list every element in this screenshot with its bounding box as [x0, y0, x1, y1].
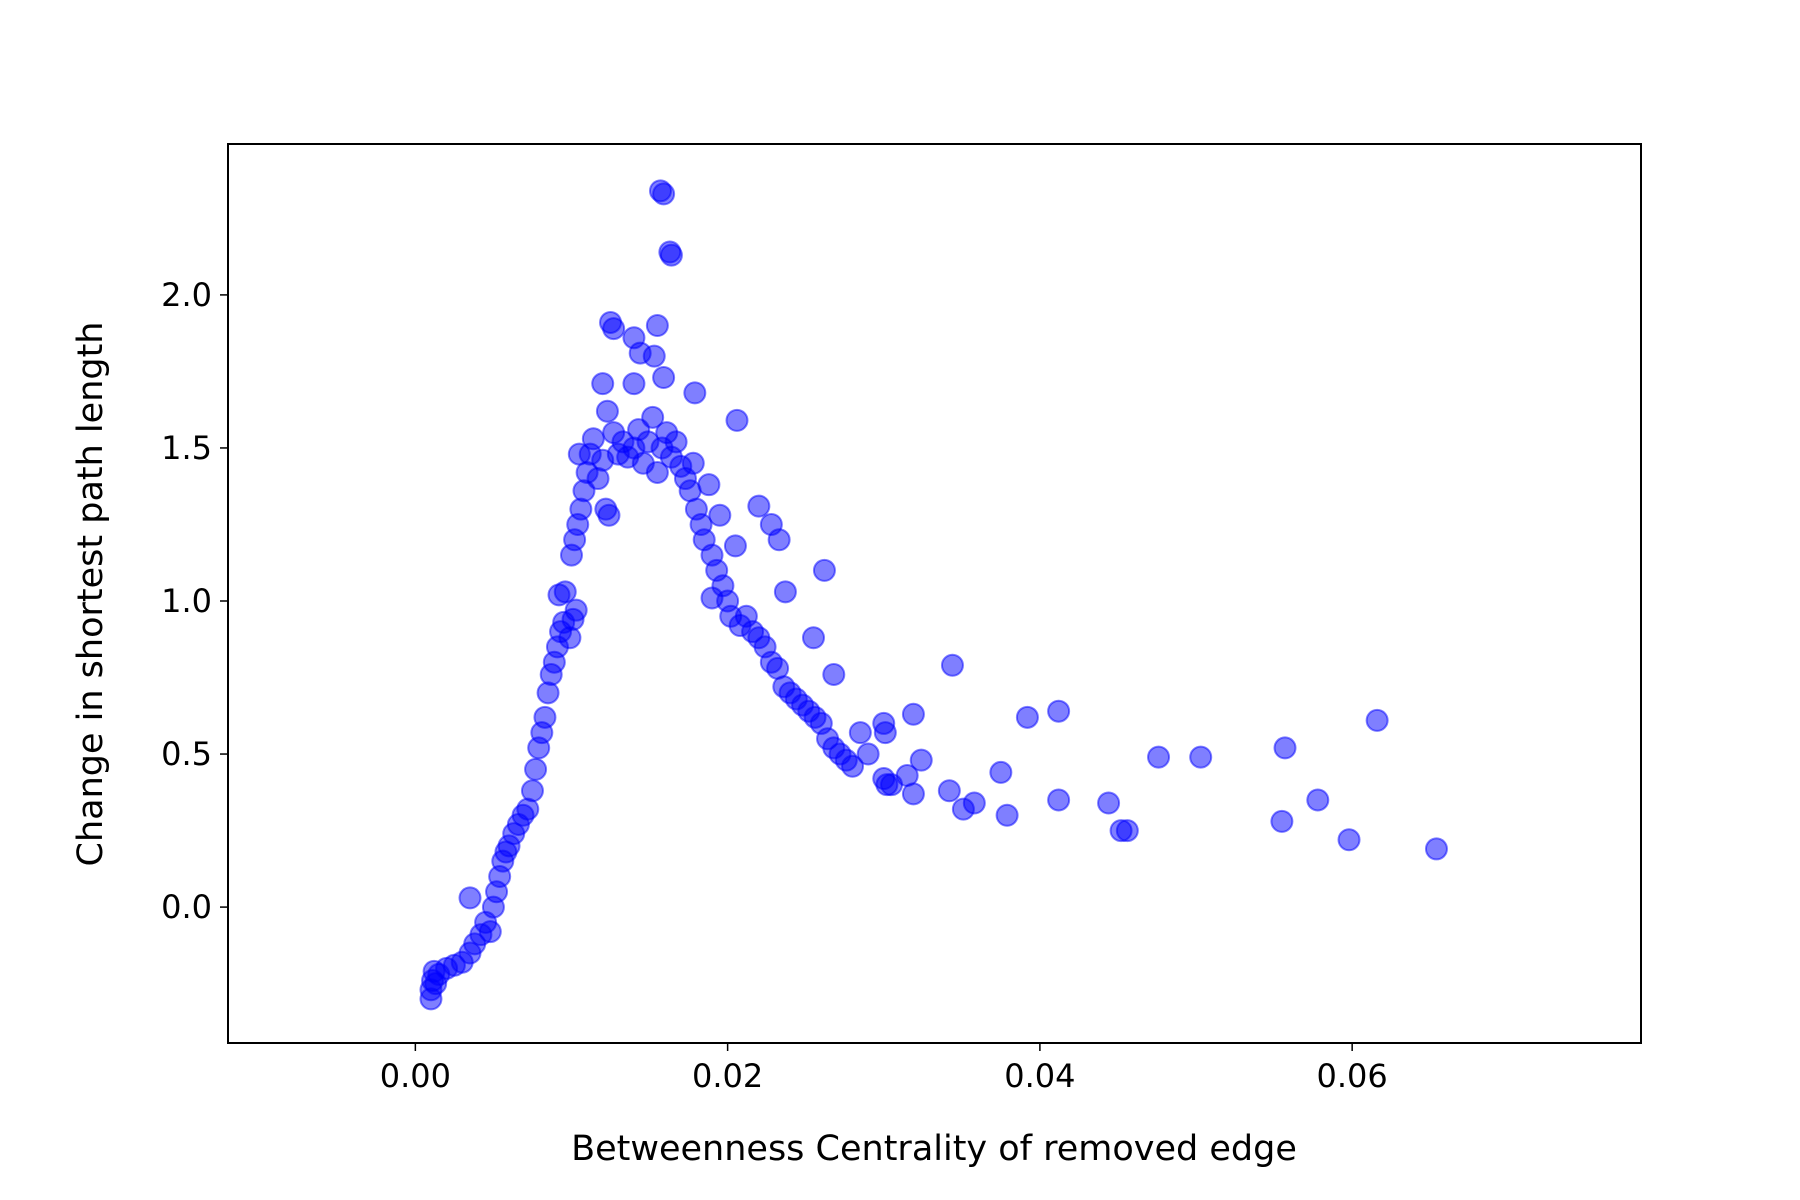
x-tick-label: 0.00	[380, 1057, 451, 1095]
y-tick-label: 2.0	[161, 276, 212, 314]
point	[1337, 828, 1361, 852]
point	[1189, 745, 1213, 769]
point	[901, 702, 925, 726]
point	[524, 757, 548, 781]
point	[1306, 788, 1330, 812]
point	[995, 803, 1019, 827]
point	[708, 503, 732, 527]
point	[533, 705, 557, 729]
point	[478, 920, 502, 944]
point	[520, 779, 544, 803]
point	[773, 580, 797, 604]
point	[697, 473, 721, 497]
y-tick-label: 0.5	[161, 735, 212, 773]
point	[622, 372, 646, 396]
point	[564, 598, 588, 622]
point	[723, 534, 747, 558]
point	[767, 528, 791, 552]
point	[1047, 788, 1071, 812]
point	[681, 451, 705, 475]
point	[581, 427, 605, 451]
point	[700, 586, 724, 610]
x-axis-label: Betweenness Centrality of removed edge	[571, 1129, 1297, 1169]
point	[645, 314, 669, 338]
point	[664, 430, 688, 454]
point	[989, 760, 1013, 784]
point	[822, 662, 846, 686]
point	[1015, 705, 1039, 729]
point	[597, 503, 621, 527]
point	[1097, 791, 1121, 815]
x-tick-label: 0.06	[1317, 1057, 1388, 1095]
point	[875, 773, 899, 797]
point	[652, 182, 676, 206]
point	[725, 408, 749, 432]
y-axis-label: Change in shortest path length	[71, 322, 111, 867]
point	[602, 317, 626, 341]
point	[641, 405, 665, 429]
point	[812, 558, 836, 582]
y-tick-label: 1.0	[161, 582, 212, 620]
x-tick-label: 0.04	[1004, 1057, 1075, 1095]
point	[951, 797, 975, 821]
point	[553, 580, 577, 604]
point	[873, 721, 897, 745]
point	[642, 344, 666, 368]
point	[652, 366, 676, 390]
point	[801, 626, 825, 650]
plot-frame	[227, 143, 1642, 1044]
point	[1270, 809, 1294, 833]
point	[901, 782, 925, 806]
point	[841, 754, 865, 778]
point	[909, 748, 933, 772]
point	[747, 494, 771, 518]
point	[1365, 708, 1389, 732]
point	[940, 653, 964, 677]
point	[645, 460, 669, 484]
point	[848, 721, 872, 745]
y-tick-label: 0.0	[161, 888, 212, 926]
point	[1273, 736, 1297, 760]
point	[1424, 837, 1448, 861]
point	[1147, 745, 1171, 769]
point	[683, 381, 707, 405]
point	[595, 399, 619, 423]
point	[458, 886, 482, 910]
x-tick-label: 0.02	[692, 1057, 763, 1095]
point	[591, 372, 615, 396]
point	[1115, 819, 1139, 843]
point	[1047, 699, 1071, 723]
y-tick-label: 1.5	[161, 429, 212, 467]
point	[856, 742, 880, 766]
point	[658, 240, 682, 264]
point	[937, 779, 961, 803]
